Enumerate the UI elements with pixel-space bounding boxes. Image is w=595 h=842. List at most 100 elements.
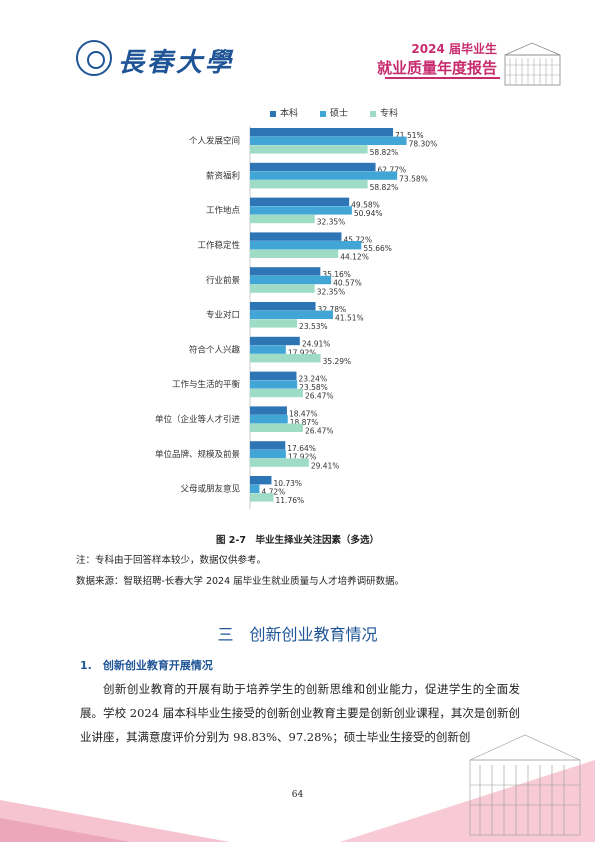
header-divider <box>385 77 500 79</box>
category-label: 个人发展空间 <box>189 136 240 147</box>
page-header: 長春大學 2024 届毕业生 就业质量年度报告 <box>0 0 595 95</box>
bar-value-label: 32.35% <box>317 218 346 227</box>
bar-college <box>250 180 368 189</box>
category-label: 行业前景 <box>206 275 240 286</box>
section-title: 三 创新创业教育情况 <box>217 625 378 644</box>
bar-value-label: 23.58% <box>299 383 328 392</box>
bar-undergrad <box>250 371 297 380</box>
bar-undergrad <box>250 128 394 137</box>
bar-undergrad <box>250 336 300 346</box>
legend-label: 硕士 <box>330 109 349 119</box>
bar-value-label: 29.41% <box>311 461 340 470</box>
bar-master <box>250 380 298 389</box>
bar-value-label: 45.72% <box>343 235 372 244</box>
bar-value-label: 35.29% <box>323 357 352 366</box>
bar-college <box>250 423 303 432</box>
legend-swatch-college <box>370 110 376 117</box>
category-label: 薪资福利 <box>206 170 240 181</box>
bar-value-label: 26.47% <box>305 392 334 401</box>
university-logo-text: 長春大學 <box>118 48 235 78</box>
bar-undergrad <box>250 476 272 485</box>
bar-college <box>250 284 315 293</box>
category-label: 工作与生活的平衡 <box>172 379 241 390</box>
bar-college <box>250 458 309 467</box>
bar-value-label: 26.47% <box>305 427 334 436</box>
bar-master <box>250 241 362 250</box>
report-title: 就业质量年度报告 <box>376 59 497 77</box>
legend-item-master: 硕士 <box>320 106 348 119</box>
bar-value-label: 58.82% <box>370 183 399 192</box>
bar-college <box>250 388 303 398</box>
category-label: 符合个人兴趣 <box>189 344 241 355</box>
bar-value-label: 49.58% <box>351 201 380 210</box>
bar-value-label: 17.92% <box>288 453 317 462</box>
bar-value-label: 18.87% <box>290 418 319 427</box>
data-source-note: 数据来源：智联招聘-长春大学 2024 届毕业生就业质量与人才培养调研数据。 <box>76 576 405 587</box>
bar-value-label: 17.64% <box>287 444 316 453</box>
bar-value-label: 32.78% <box>318 305 347 314</box>
chart-note: 注：专科由于回答样本较少，数据仅供参考。 <box>76 555 267 566</box>
bar-value-label: 11.76% <box>276 496 305 505</box>
subsection-title: 1. 创新创业教育开展情况 <box>80 659 213 672</box>
bar-value-label: 41.51% <box>335 314 364 323</box>
bar-undergrad <box>250 232 342 241</box>
bar-value-label: 44.12% <box>340 253 369 262</box>
category-label: 工作稳定性 <box>197 240 240 251</box>
bar-value-label: 4.72% <box>261 488 285 497</box>
bar-value-label: 50.94% <box>354 209 383 218</box>
legend-item-undergrad: 本科 <box>270 106 298 119</box>
bar-master <box>250 449 286 459</box>
bar-value-label: 62.77% <box>378 166 407 175</box>
bar-value-label: 17.92% <box>288 348 317 357</box>
bar-master <box>250 136 407 145</box>
university-seal-logo <box>76 40 112 76</box>
report-year-label: 2024 届毕业生 <box>411 42 497 56</box>
legend-label: 本科 <box>280 109 299 119</box>
figure-caption: 图 2-7 毕业生择业关注因素（多选） <box>216 535 379 546</box>
bar-value-label: 71.51% <box>395 131 424 140</box>
bar-value-label: 78.30% <box>409 140 438 149</box>
bar-value-label: 35.16% <box>322 270 351 279</box>
legend-swatch-undergrad <box>270 110 276 117</box>
bar-value-label: 23.53% <box>299 322 328 331</box>
bar-master <box>250 171 398 180</box>
bar-value-label: 23.24% <box>298 375 327 384</box>
category-label: 单位（企业等人才引进 <box>155 414 241 425</box>
bar-value-label: 24.91% <box>302 340 331 349</box>
bar-undergrad <box>250 162 376 172</box>
bar-master <box>250 310 334 319</box>
legend-item-college: 专科 <box>370 106 398 119</box>
bar-value-label: 55.66% <box>363 244 392 253</box>
category-label: 单位品牌、规模及前景 <box>155 449 240 460</box>
bar-college <box>250 145 368 154</box>
bar-master <box>250 484 260 493</box>
bar-undergrad <box>250 441 286 450</box>
bar-value-label: 58.82% <box>370 148 399 157</box>
bar-college <box>250 319 298 328</box>
bar-value-label: 10.73% <box>273 479 302 488</box>
category-label: 专业对口 <box>206 310 240 321</box>
legend-swatch-master <box>320 110 326 117</box>
body-paragraph: 创新创业教育的开展有助于培养学生的创新思维和创业能力，促进学生的全面发展。学校 … <box>80 682 520 744</box>
bar-master <box>250 206 352 215</box>
building-illustration-icon <box>504 42 561 86</box>
bar-college <box>250 493 274 502</box>
category-label: 工作地点 <box>206 205 241 216</box>
bar-value-label: 40.57% <box>333 279 362 288</box>
bar-undergrad <box>250 267 321 276</box>
bar-college <box>250 354 321 363</box>
bar-value-label: 32.35% <box>317 287 346 296</box>
bar-master <box>250 345 286 354</box>
bar-college <box>250 249 339 258</box>
category-label: 父母或朋友意见 <box>180 484 240 495</box>
bar-master <box>250 275 332 285</box>
page-number: 64 <box>291 790 304 800</box>
bar-value-label: 73.58% <box>399 174 428 183</box>
bar-undergrad <box>250 197 350 206</box>
bar-undergrad <box>250 406 287 415</box>
bar-college <box>250 214 315 224</box>
legend-label: 专科 <box>380 109 399 119</box>
bar-master <box>250 415 288 424</box>
bar-undergrad <box>250 302 316 311</box>
